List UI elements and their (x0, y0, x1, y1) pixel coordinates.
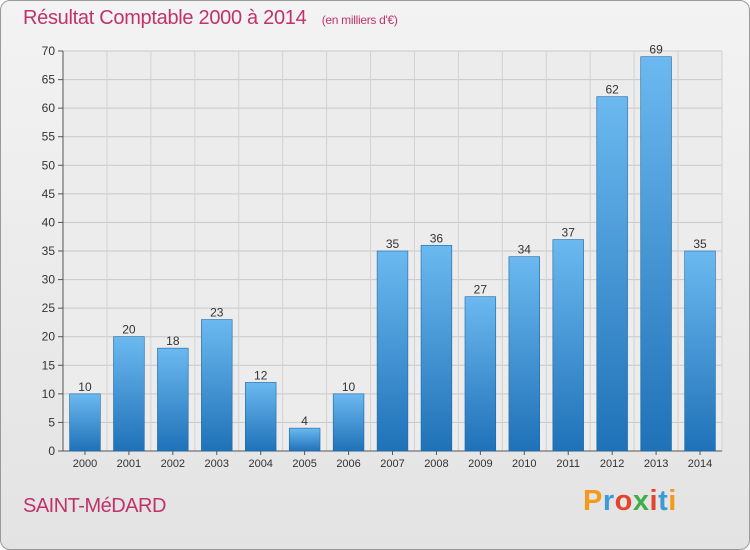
x-tick-label: 2000 (73, 458, 97, 470)
y-tick-label: 55 (42, 130, 56, 144)
y-tick-label: 15 (42, 358, 56, 372)
bar (332, 393, 365, 452)
data-label: 37 (562, 226, 576, 240)
data-label: 27 (474, 283, 488, 297)
bar (640, 56, 672, 452)
data-label: 35 (386, 237, 400, 251)
proxiti-logo: Proxiti (583, 485, 677, 518)
x-tick-label: 2011 (556, 458, 580, 470)
data-label: 34 (518, 243, 532, 257)
data-label: 4 (301, 414, 308, 428)
data-label: 62 (605, 83, 619, 97)
y-tick-label: 40 (42, 215, 56, 229)
x-tick-label: 2002 (161, 458, 185, 470)
data-label: 23 (210, 306, 224, 320)
data-label: 10 (342, 380, 356, 394)
x-tick-label: 2014 (688, 458, 712, 470)
x-tick-label: 2001 (117, 458, 141, 470)
data-label: 12 (254, 368, 268, 382)
bar (113, 336, 145, 452)
y-tick-label: 60 (42, 101, 56, 115)
data-label: 36 (430, 231, 444, 245)
x-tick-label: 2009 (468, 458, 492, 470)
x-tick-label: 2010 (512, 458, 536, 470)
bar (684, 250, 716, 452)
x-tick-label: 2006 (336, 458, 360, 470)
bar (376, 250, 409, 452)
x-tick-label: 2013 (644, 458, 668, 470)
bar (420, 244, 453, 452)
brand-letter: i (668, 485, 677, 517)
x-tick-label: 2008 (424, 458, 448, 470)
x-tick-label: 2004 (248, 458, 272, 470)
brand-letter: i (649, 485, 659, 517)
bar (596, 96, 628, 452)
y-tick-label: 20 (42, 330, 56, 344)
brand-letter: P (583, 485, 603, 517)
bar (288, 427, 321, 452)
x-tick-label: 2012 (600, 458, 624, 470)
brand-letter: o (614, 485, 633, 517)
data-label: 20 (122, 323, 136, 337)
data-label: 10 (78, 380, 92, 394)
bar (157, 347, 189, 452)
x-tick-label: 2005 (292, 458, 316, 470)
chart-title: Résultat Comptable 2000 à 2014 (en milli… (23, 7, 398, 30)
y-tick-label: 35 (42, 244, 56, 258)
y-tick-label: 65 (42, 73, 56, 87)
bar (464, 296, 497, 452)
y-tick-label: 5 (48, 415, 55, 429)
y-tick-label: 30 (42, 273, 56, 287)
x-tick-label: 2007 (380, 458, 404, 470)
bar (552, 239, 584, 452)
chart-title-text: Résultat Comptable 2000 à 2014 (23, 7, 307, 29)
y-tick-label: 25 (42, 301, 56, 315)
data-label: 35 (693, 237, 707, 251)
y-tick-label: 70 (42, 44, 56, 58)
data-label: 18 (166, 334, 180, 348)
bar (69, 393, 101, 452)
bar (245, 382, 277, 452)
city-name: SAINT-MéDARD (23, 495, 166, 517)
bar (201, 319, 233, 452)
data-label: 69 (649, 43, 663, 57)
y-tick-label: 10 (42, 387, 56, 401)
y-tick-label: 50 (42, 158, 56, 172)
brand-letter: t (658, 485, 669, 517)
x-tick-label: 2003 (205, 458, 229, 470)
bar (508, 256, 540, 452)
chart-subtitle: (en milliers d'€) (321, 13, 398, 27)
y-tick-label: 0 (48, 444, 55, 458)
brand-letter: r (602, 485, 615, 517)
brand-letter: x (632, 485, 650, 517)
y-tick-label: 45 (42, 187, 56, 201)
